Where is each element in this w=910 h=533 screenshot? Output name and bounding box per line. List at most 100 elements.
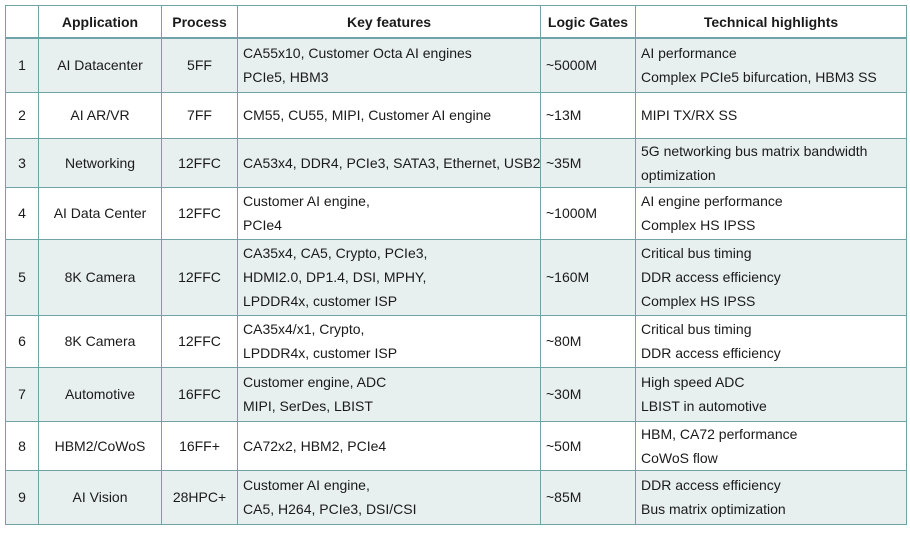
cell-technical-highlights: Critical bus timing DDR access efficiency… xyxy=(635,238,907,316)
cell-application: Networking xyxy=(38,137,162,188)
cell-key-features-line: CA53x4, DDR4, PCIe3, SATA3, Ethernet, US… xyxy=(243,154,541,171)
cell-key-features: Customer AI engine, CA5, H264, PCIe3, DSI… xyxy=(237,469,541,525)
cell-logic-gates: ~50M xyxy=(540,420,636,471)
cell-application: 8K Camera xyxy=(38,314,162,368)
cell-technical-highlights: High speed ADC LBIST in automotive xyxy=(635,366,907,422)
row-number: 7 xyxy=(5,366,39,422)
cell-key-features-line: MIPI, SerDes, LBIST xyxy=(243,398,373,414)
cell-logic-gates: ~80M xyxy=(540,314,636,368)
cell-technical-highlights: DDR access efficiency Bus matrix optimiza… xyxy=(635,469,907,525)
header-application: Application xyxy=(38,5,162,39)
cell-key-features: CA72x2, HBM2, PCIe4 xyxy=(237,420,541,471)
cell-application: HBM2/CoWoS xyxy=(38,420,162,471)
cell-key-features-line: PCIe5, HBM3 xyxy=(243,69,329,86)
cell-technical-highlights-line: AI performance xyxy=(641,45,737,62)
cell-application: AI Data Center xyxy=(38,186,162,240)
cell-technical-highlights-line: LBIST in automotive xyxy=(641,398,767,414)
cell-logic-gates: ~85M xyxy=(540,469,636,525)
cell-process: 16FFC xyxy=(161,366,238,422)
cell-process: 5FF xyxy=(161,37,238,93)
cell-key-features-line: PCIe4 xyxy=(243,217,282,233)
cell-application: AI AR/VR xyxy=(38,91,162,139)
cell-application: AI Datacenter xyxy=(38,37,162,93)
cell-logic-gates: ~35M xyxy=(540,137,636,188)
row-number: 1 xyxy=(5,37,39,93)
cell-technical-highlights-line: DDR access efficiency xyxy=(641,269,781,285)
cell-process: 7FF xyxy=(161,91,238,139)
cell-key-features: CM55, CU55, MIPI, Customer AI engine xyxy=(237,91,541,139)
cell-technical-highlights-line: DDR access efficiency xyxy=(641,477,781,493)
row-number: 3 xyxy=(5,137,39,188)
row-number: 4 xyxy=(5,186,39,240)
cell-key-features: Customer AI engine, PCIe4 xyxy=(237,186,541,240)
cell-technical-highlights: AI engine performance Complex HS IPSS xyxy=(635,186,907,240)
cell-key-features-line: LPDDR4x, customer ISP xyxy=(243,293,398,309)
cell-key-features: CA35x4/x1, Crypto, LPDDR4x, customer ISP xyxy=(237,314,541,368)
cell-technical-highlights-line: 5G networking bus matrix bandwidth xyxy=(641,142,868,159)
header-technical-highlights: Technical highlights xyxy=(635,5,907,39)
cell-key-features-line: LPDDR4x, customer ISP xyxy=(243,345,398,361)
cell-key-features-line: Customer AI engine, xyxy=(243,193,370,209)
table-row: 3 Networking 12FFC CA53x4, DDR4, PCIe3, SAT… xyxy=(5,137,907,188)
row-number: 2 xyxy=(5,91,39,139)
cell-technical-highlights: 5G networking bus matrix bandwidth optimi… xyxy=(635,137,907,188)
cell-technical-highlights: HBM, CA72 performance CoWoS flow xyxy=(635,420,907,471)
cell-process: 28HPC+ xyxy=(161,469,238,525)
projects-table: Application Process Key features Logic G… xyxy=(5,5,907,525)
cell-technical-highlights-line: High speed ADC xyxy=(641,374,745,390)
cell-logic-gates: ~13M xyxy=(540,91,636,139)
cell-process: 16FF+ xyxy=(161,420,238,471)
header-key-features: Key features xyxy=(237,5,541,39)
table-row: 8 HBM2/CoWoS 16FF+ CA72x2, HBM2, PCIe4 ~50M H… xyxy=(5,420,907,471)
cell-technical-highlights-line: Bus matrix optimization xyxy=(641,501,786,517)
cell-technical-highlights-line: Complex PCIe5 bifurcation, HBM3 SS xyxy=(641,69,877,86)
row-number: 8 xyxy=(5,420,39,471)
cell-application: Automotive xyxy=(38,366,162,422)
cell-technical-highlights: AI performance Complex PCIe5 bifurcation,… xyxy=(635,37,907,93)
cell-key-features-line: Customer engine, ADC xyxy=(243,374,387,390)
cell-technical-highlights-line: AI engine performance xyxy=(641,193,783,209)
row-number: 6 xyxy=(5,314,39,368)
cell-technical-highlights-line: MIPI TX/RX SS xyxy=(641,107,738,123)
cell-technical-highlights-line: HBM, CA72 performance xyxy=(641,425,798,442)
table-header-row: Application Process Key features Logic G… xyxy=(5,5,907,39)
cell-technical-highlights-line: DDR access efficiency xyxy=(641,345,781,361)
cell-process: 12FFC xyxy=(161,238,238,316)
cell-key-features-line: CA55x10, Customer Octa AI engines xyxy=(243,45,472,62)
cell-application: AI Vision xyxy=(38,469,162,525)
cell-process: 12FFC xyxy=(161,314,238,368)
cell-key-features-line: CA35x4/x1, Crypto, xyxy=(243,321,365,337)
cell-key-features-line: CM55, CU55, MIPI, Customer AI engine xyxy=(243,107,492,123)
cell-key-features: CA55x10, Customer Octa AI engines PCIe5, … xyxy=(237,37,541,93)
cell-key-features-line: Customer AI engine, xyxy=(243,477,370,493)
cell-application: 8K Camera xyxy=(38,238,162,316)
cell-logic-gates: ~160M xyxy=(540,238,636,316)
cell-key-features-line: CA5, H264, PCIe3, DSI/CSI xyxy=(243,501,417,517)
table-row: 9 AI Vision 28HPC+ Customer AI engine, CA5, … xyxy=(5,469,907,525)
table-row: 5 8K Camera 12FFC CA35x4, CA5, Crypto, PCIe… xyxy=(5,238,907,316)
table-row: 4 AI Data Center 12FFC Customer AI engine, P… xyxy=(5,186,907,240)
cell-technical-highlights-line: CoWoS flow xyxy=(641,449,718,466)
cell-technical-highlights: Critical bus timing DDR access efficiency xyxy=(635,314,907,368)
cell-key-features: CA35x4, CA5, Crypto, PCIe3, HDMI2.0, DP1.… xyxy=(237,238,541,316)
row-number: 5 xyxy=(5,238,39,316)
cell-process: 12FFC xyxy=(161,137,238,188)
cell-key-features-line: HDMI2.0, DP1.4, DSI, MPHY, xyxy=(243,269,427,285)
cell-logic-gates: ~30M xyxy=(540,366,636,422)
header-process: Process xyxy=(161,5,238,39)
cell-technical-highlights-line: Critical bus timing xyxy=(641,245,752,261)
cell-technical-highlights-line: optimization xyxy=(641,166,716,183)
cell-key-features-line: CA72x2, HBM2, PCIe4 xyxy=(243,437,387,454)
header-num xyxy=(5,5,39,39)
table-body: 1 AI Datacenter 5FF CA55x10, Customer Octa … xyxy=(5,37,907,525)
table-row: 2 AI AR/VR 7FF CM55, CU55, MIPI, Customer A… xyxy=(5,91,907,139)
projects-table-container: Application Process Key features Logic G… xyxy=(5,5,907,525)
table-row: 6 8K Camera 12FFC CA35x4/x1, Crypto, LPDDR4x… xyxy=(5,314,907,368)
cell-technical-highlights-line: Complex HS IPSS xyxy=(641,217,756,233)
cell-technical-highlights: MIPI TX/RX SS xyxy=(635,91,907,139)
cell-technical-highlights-line: Complex HS IPSS xyxy=(641,293,756,309)
table-row: 7 Automotive 16FFC Customer engine, ADC MIPI… xyxy=(5,366,907,422)
cell-technical-highlights-line: Critical bus timing xyxy=(641,321,752,337)
row-number: 9 xyxy=(5,469,39,525)
cell-process: 12FFC xyxy=(161,186,238,240)
